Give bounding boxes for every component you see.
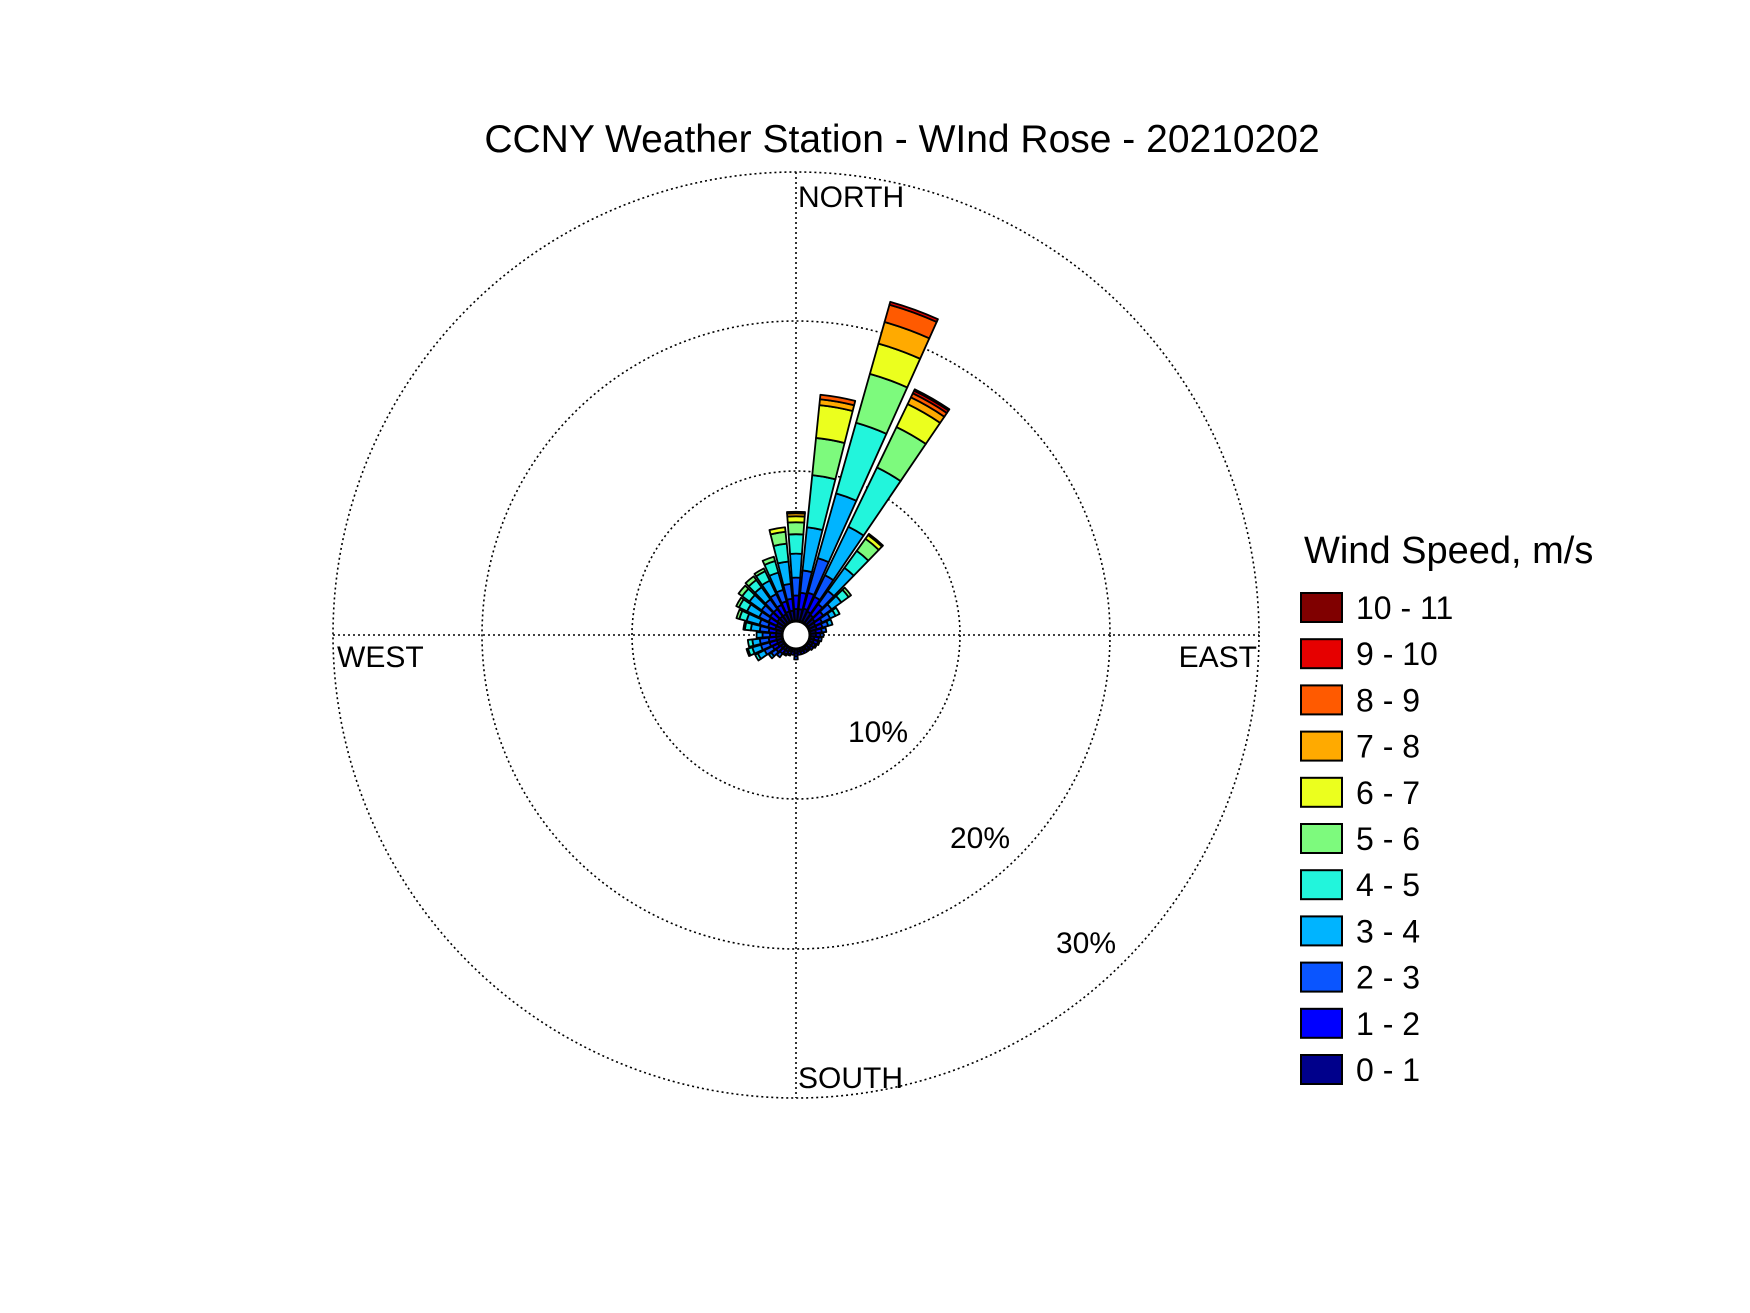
legend-swatch-9	[1300, 638, 1343, 670]
sector-60-bin-4	[831, 606, 841, 617]
calm-center-marker	[780, 619, 812, 651]
sector-40-bin-7	[867, 532, 884, 548]
direction-label-west: WEST	[337, 641, 424, 674]
polar-grid	[332, 171, 1260, 1099]
sector-90-bin-2	[819, 632, 825, 638]
legend: 10 - 11 9 - 10 8 - 9 7 - 8 6 - 7 5 - 6 4 - 5 3 …	[1300, 590, 1453, 1088]
legend-swatch-4	[1300, 869, 1343, 901]
sector-230-bin-3	[767, 651, 776, 660]
radial-label-10: 10%	[848, 716, 908, 749]
sector-130-bin-1	[808, 644, 815, 651]
sector-330-bin-5	[753, 567, 767, 578]
legend-label-0: 0 - 1	[1356, 1052, 1420, 1088]
sector-0-bin-2	[790, 576, 802, 597]
legend-swatch-8	[1300, 684, 1343, 716]
legend-swatch-6	[1300, 776, 1343, 808]
chart-title: CCNY Weather Station - WInd Rose - 20210…	[484, 118, 1319, 161]
legend-title: Wind Speed, m/s	[1304, 530, 1593, 572]
sector-10-bin-5	[811, 437, 846, 481]
legend-swatch-5	[1300, 823, 1343, 854]
radial-label-30: 30%	[1056, 927, 1116, 960]
sector-270-bin-3	[755, 631, 764, 639]
sector-340-bin-5	[761, 555, 776, 566]
legend-label-10: 10 - 11	[1356, 590, 1453, 626]
sector-350-bin-6	[768, 526, 787, 536]
direction-label-south: SOUTH	[798, 1062, 903, 1095]
sector-250-bin-5	[745, 647, 752, 657]
sector-10-bin-8	[819, 393, 857, 407]
legend-label-9: 9 - 10	[1356, 636, 1438, 672]
sector-110-bin-2	[816, 640, 821, 646]
sector-280-bin-5	[742, 621, 748, 631]
wind-sectors	[735, 300, 951, 662]
direction-label-north: NORTH	[798, 181, 904, 214]
sector-0-bin-3	[789, 552, 803, 579]
sector-320-bin-5	[744, 575, 758, 588]
direction-label-east: EAST	[1179, 641, 1257, 674]
legend-label-5: 5 - 6	[1356, 821, 1420, 857]
sector-50-bin-5	[841, 586, 852, 598]
sector-30-bin-10	[913, 388, 951, 412]
radial-label-20: 20%	[950, 822, 1010, 855]
sector-240-bin-4	[754, 652, 762, 662]
sector-270-bin-2	[761, 631, 771, 639]
legend-label-1: 1 - 2	[1356, 1006, 1420, 1042]
legend-swatch-7	[1300, 730, 1343, 762]
legend-label-2: 2 - 3	[1356, 960, 1420, 996]
legend-swatch-0	[1300, 1054, 1343, 1085]
sector-100-bin-2	[817, 636, 823, 643]
sector-20-bin-9	[888, 300, 939, 323]
sector-70-bin-3	[825, 618, 834, 627]
sector-10-bin-6	[815, 404, 854, 444]
sector-80-bin-2	[820, 626, 828, 634]
sector-0-bin-4	[787, 533, 805, 555]
sector-180-bin-2	[793, 655, 799, 661]
legend-label-4: 4 - 5	[1356, 867, 1420, 903]
legend-swatch-3	[1300, 915, 1343, 947]
legend-label-7: 7 - 8	[1356, 729, 1420, 765]
sector-120-bin-2	[812, 643, 818, 649]
legend-label-6: 6 - 7	[1356, 775, 1420, 811]
legend-swatch-1	[1300, 1007, 1343, 1039]
legend-label-8: 8 - 9	[1356, 682, 1420, 718]
sector-260-bin-4	[746, 638, 755, 648]
sector-310-bin-5	[737, 584, 750, 598]
sector-290-bin-5	[735, 608, 744, 620]
sector-0-bin-5	[786, 521, 806, 536]
sector-300-bin-5	[735, 596, 745, 609]
sector-0-bin-8	[786, 510, 806, 515]
legend-swatch-2	[1300, 961, 1343, 993]
legend-swatch-10	[1300, 592, 1343, 623]
legend-label-3: 3 - 4	[1356, 913, 1420, 949]
